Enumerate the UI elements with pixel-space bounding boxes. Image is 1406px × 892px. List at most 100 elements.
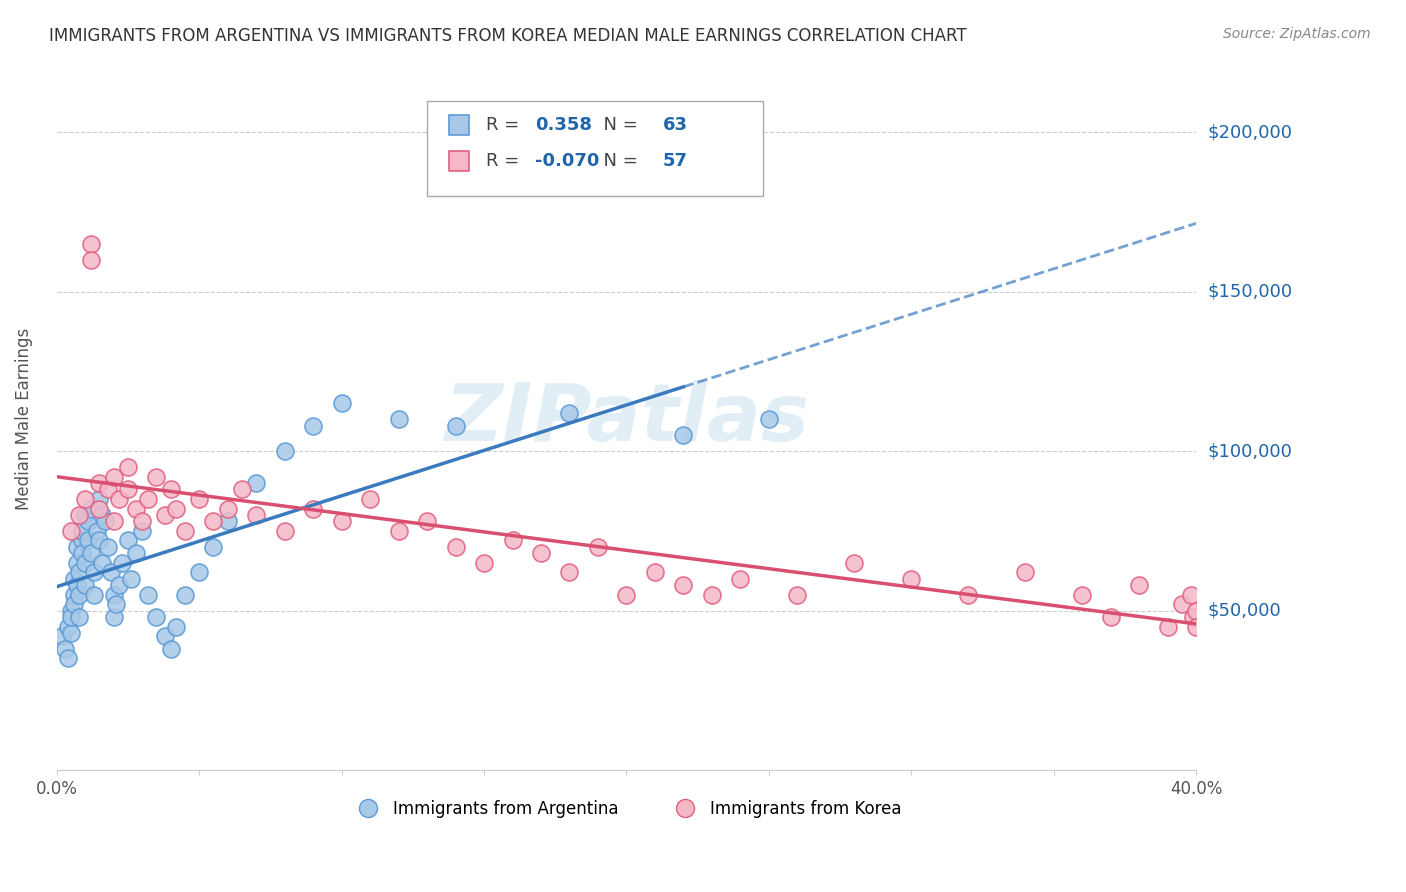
Point — [387, 412, 409, 426]
Point — [153, 629, 176, 643]
Point — [644, 566, 666, 580]
Point — [125, 501, 148, 516]
Text: $100,000: $100,000 — [1208, 442, 1292, 460]
Point — [188, 566, 211, 580]
Point — [387, 524, 409, 538]
Point — [844, 556, 866, 570]
Point — [67, 566, 90, 580]
Point — [416, 514, 439, 528]
Text: 0.358: 0.358 — [536, 116, 592, 134]
Point — [67, 610, 90, 624]
Y-axis label: Median Male Earnings: Median Male Earnings — [15, 328, 32, 510]
Point — [65, 540, 87, 554]
Text: ZIPatlas: ZIPatlas — [444, 380, 808, 458]
Point — [1128, 578, 1150, 592]
Point — [83, 566, 105, 580]
Point — [53, 641, 76, 656]
Point — [145, 469, 167, 483]
Text: $200,000: $200,000 — [1208, 123, 1292, 141]
Text: R =: R = — [486, 153, 526, 170]
Point — [91, 556, 114, 570]
Text: 57: 57 — [664, 153, 688, 170]
Point — [59, 626, 82, 640]
Point — [105, 597, 128, 611]
Point — [103, 610, 125, 624]
Point — [80, 252, 103, 267]
Point — [94, 514, 117, 528]
Point — [67, 588, 90, 602]
Point — [245, 476, 267, 491]
Point — [62, 588, 84, 602]
Point — [1014, 566, 1036, 580]
Point — [359, 491, 381, 506]
Point — [120, 572, 142, 586]
Point — [1099, 610, 1122, 624]
Point — [72, 533, 94, 548]
Point — [165, 619, 187, 633]
Point — [59, 524, 82, 538]
Point — [103, 588, 125, 602]
Point — [1052, 763, 1074, 777]
Point — [65, 556, 87, 570]
Legend: Immigrants from Argentina, Immigrants from Korea: Immigrants from Argentina, Immigrants fr… — [344, 794, 908, 825]
Point — [786, 588, 808, 602]
Point — [136, 491, 159, 506]
Point — [273, 524, 295, 538]
Point — [730, 572, 752, 586]
Point — [111, 556, 134, 570]
Point — [89, 501, 111, 516]
Point — [89, 533, 111, 548]
Point — [117, 533, 139, 548]
Point — [65, 578, 87, 592]
Point — [672, 428, 695, 442]
Point — [1185, 619, 1208, 633]
Point — [188, 491, 211, 506]
Point — [558, 566, 581, 580]
Point — [80, 501, 103, 516]
Point — [136, 588, 159, 602]
Text: R =: R = — [486, 116, 526, 134]
Point — [62, 572, 84, 586]
Point — [62, 597, 84, 611]
Point — [330, 514, 353, 528]
Point — [231, 483, 253, 497]
Point — [245, 508, 267, 522]
Point — [1180, 588, 1202, 602]
Point — [165, 501, 187, 516]
Text: $150,000: $150,000 — [1208, 283, 1292, 301]
Point — [302, 501, 325, 516]
Point — [273, 444, 295, 458]
Point — [51, 629, 73, 643]
Point — [67, 508, 90, 522]
Point — [444, 540, 467, 554]
Point — [77, 533, 100, 548]
Text: IMMIGRANTS FROM ARGENTINA VS IMMIGRANTS FROM KOREA MEDIAN MALE EARNINGS CORRELAT: IMMIGRANTS FROM ARGENTINA VS IMMIGRANTS … — [49, 27, 967, 45]
Point — [444, 418, 467, 433]
Point — [616, 588, 638, 602]
Point — [56, 619, 79, 633]
Point — [75, 491, 97, 506]
Point — [125, 546, 148, 560]
Point — [159, 483, 181, 497]
Point — [97, 483, 120, 497]
Point — [75, 556, 97, 570]
Point — [758, 412, 780, 426]
Point — [700, 588, 723, 602]
Point — [103, 469, 125, 483]
Point — [1171, 597, 1194, 611]
Point — [1182, 610, 1205, 624]
Point — [957, 588, 980, 602]
Text: N =: N = — [592, 153, 644, 170]
Point — [173, 588, 195, 602]
Point — [97, 540, 120, 554]
Point — [72, 546, 94, 560]
Point — [91, 508, 114, 522]
Point — [89, 476, 111, 491]
Point — [672, 578, 695, 592]
Point — [202, 540, 225, 554]
Point — [330, 396, 353, 410]
Point — [586, 540, 609, 554]
Point — [59, 610, 82, 624]
Point — [1157, 619, 1180, 633]
Text: Source: ZipAtlas.com: Source: ZipAtlas.com — [1223, 27, 1371, 41]
